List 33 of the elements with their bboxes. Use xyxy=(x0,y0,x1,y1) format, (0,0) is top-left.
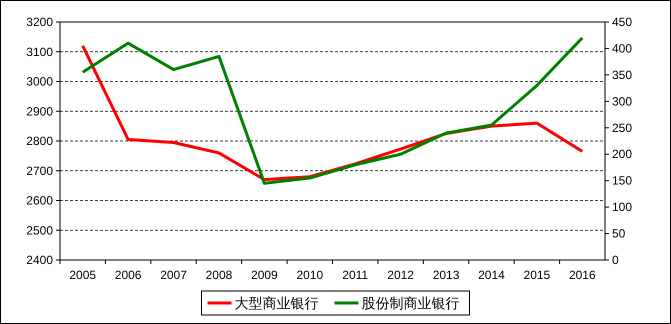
x-tick-label: 2014 xyxy=(478,268,506,282)
y-tick-label: 3200 xyxy=(26,15,54,29)
y2-tick-label: 0 xyxy=(612,253,619,267)
y2-tick-label: 150 xyxy=(612,174,632,188)
x-tick-label: 2006 xyxy=(114,268,142,282)
y2-tick-label: 200 xyxy=(612,147,632,162)
y2-tick-label: 300 xyxy=(612,94,632,108)
x-tick-label: 2008 xyxy=(206,268,233,282)
y-tick-label: 2600 xyxy=(26,194,54,208)
x-tick-label: 2013 xyxy=(432,268,460,282)
y-tick-label: 3100 xyxy=(26,44,54,59)
y-tick-label: 2500 xyxy=(26,223,54,238)
x-tick-label: 2016 xyxy=(568,268,596,282)
y-tick-label: 3000 xyxy=(26,74,54,88)
y-tick-label: 2900 xyxy=(26,104,54,118)
y2-tick-label: 350 xyxy=(612,68,632,82)
x-tick-label: 2011 xyxy=(342,268,368,282)
y2-tick-label: 50 xyxy=(612,226,626,241)
x-tick-label: 2005 xyxy=(69,268,96,282)
legend-label: 大型商业银行 xyxy=(234,295,318,311)
legend-label: 股份制商业银行 xyxy=(362,295,460,311)
y2-tick-label: 100 xyxy=(612,200,632,214)
x-tick-label: 2010 xyxy=(296,268,324,282)
y2-tick-label: 250 xyxy=(612,120,632,135)
y-tick-label: 2800 xyxy=(26,134,54,148)
x-tick-label: 2015 xyxy=(524,268,551,282)
y2-tick-label: 450 xyxy=(612,15,632,29)
y-tick-label: 2700 xyxy=(26,164,54,178)
x-tick-label: 2007 xyxy=(160,268,188,282)
x-tick-label: 2009 xyxy=(251,268,278,282)
y-tick-label: 2400 xyxy=(26,253,54,267)
y2-tick-label: 400 xyxy=(612,41,632,56)
x-tick-label: 2012 xyxy=(387,268,414,282)
